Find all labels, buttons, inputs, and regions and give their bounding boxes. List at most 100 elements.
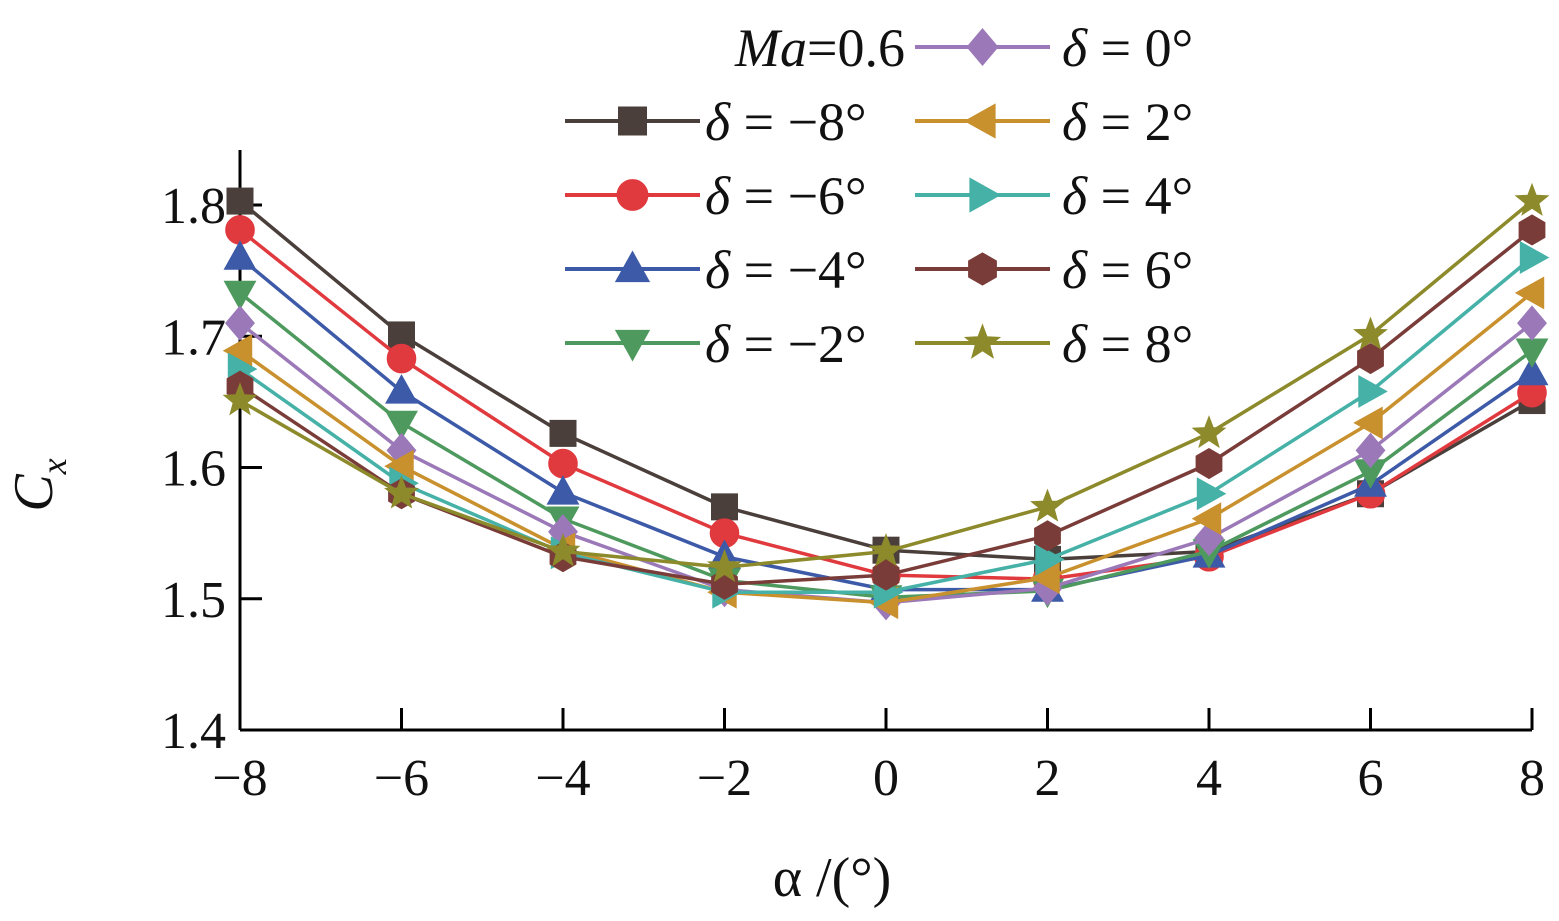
- data-point: [225, 305, 255, 341]
- series-1: [226, 187, 1546, 573]
- y-tick-label: 1.7: [161, 309, 226, 366]
- legend-item: δ = −4°: [565, 240, 867, 300]
- legend-label-value: = −4°: [730, 240, 867, 300]
- legend-label-var: δ: [1062, 166, 1088, 226]
- legend-item: δ = 0°: [915, 18, 1193, 78]
- y-tick-label: 1.4: [161, 703, 226, 760]
- data-point: [1035, 542, 1065, 576]
- legend-swatch-marker: [968, 252, 997, 286]
- legend-label-var: δ: [705, 92, 731, 152]
- legend-label-var: δ: [1062, 92, 1088, 152]
- data-point: [707, 548, 742, 583]
- data-point: [1517, 305, 1547, 341]
- legend-label: δ = 0°: [1062, 18, 1193, 78]
- data-point: [1358, 374, 1388, 408]
- data-point: [549, 419, 577, 447]
- legend-item: δ = −8°: [565, 92, 867, 152]
- y-tick-label: 1.6: [161, 441, 226, 498]
- data-point: [1034, 520, 1061, 552]
- legend-label-var: δ: [705, 240, 731, 300]
- x-tick-label: 6: [1358, 750, 1384, 807]
- legend-label: δ = 2°: [1062, 92, 1193, 152]
- data-point: [223, 280, 257, 311]
- legend-header-value: =0.6: [807, 18, 905, 78]
- y-tick-label: 1.8: [161, 178, 226, 235]
- legend-swatch-marker: [616, 179, 649, 211]
- series-9: [222, 182, 1550, 583]
- legend-label-var: δ: [705, 314, 731, 374]
- data-point: [545, 533, 581, 567]
- legend-label-value: = 0°: [1087, 18, 1193, 78]
- data-point: [1357, 343, 1384, 375]
- x-tick-label: −4: [535, 750, 590, 807]
- legend-swatch-marker: [618, 106, 647, 136]
- x-tick-label: 2: [1035, 750, 1061, 807]
- legend-item: δ = 6°: [915, 240, 1193, 300]
- data-point: [546, 475, 580, 505]
- legend-swatch-marker: [614, 250, 651, 283]
- data-point: [1191, 415, 1227, 449]
- axes: −8 −6 −4 −2 0 2 4 6 8 1.4 1.5 1.6 1.7 1.8: [161, 150, 1545, 807]
- data-point: [384, 475, 419, 509]
- legend-swatch-marker: [963, 103, 996, 139]
- x-tick-label: −6: [374, 750, 429, 807]
- legend-item: δ = 8°: [915, 314, 1193, 374]
- data-point: [548, 448, 578, 479]
- data-point: [386, 343, 417, 374]
- legend-item: δ = 4°: [915, 166, 1193, 226]
- legend-label-value: = 8°: [1087, 314, 1193, 374]
- data-point: [1196, 477, 1227, 511]
- data-point: [711, 493, 738, 521]
- legend-label: δ = −2°: [705, 314, 867, 374]
- legend-label: δ = 4°: [1062, 166, 1193, 226]
- legend-label: δ = −8°: [705, 92, 867, 152]
- data-point: [226, 187, 254, 215]
- data-point: [1355, 432, 1386, 469]
- x-tick-label: −2: [697, 750, 752, 807]
- series-line: [239, 228, 1534, 587]
- legend-swatch-marker: [614, 329, 651, 362]
- y-axis-title-main: C: [3, 474, 65, 512]
- data-point: [1514, 182, 1550, 216]
- legend-label: δ = −6°: [705, 166, 867, 226]
- data-point: [223, 240, 257, 270]
- legend-label: δ = −4°: [705, 240, 867, 300]
- x-tick-label: 4: [1196, 750, 1222, 807]
- data-point: [385, 374, 418, 404]
- data-point: [225, 215, 255, 245]
- legend-label-var: δ: [1062, 314, 1088, 374]
- data-point: [872, 559, 900, 591]
- legend-label-value: = 6°: [1087, 240, 1193, 300]
- series-line: [239, 199, 1534, 569]
- y-axis-title: Cx: [3, 458, 74, 511]
- data-point: [1518, 214, 1546, 246]
- data-point: [868, 533, 904, 567]
- legend-item: δ = −2°: [565, 314, 867, 374]
- legend-swatch-marker: [963, 323, 1002, 359]
- series-layer: [222, 182, 1550, 621]
- x-axis-title: α /(°): [773, 847, 892, 909]
- legend-swatch-marker: [966, 28, 999, 66]
- data-point: [388, 321, 415, 349]
- data-point: [1353, 406, 1383, 440]
- legend-label-value: = −6°: [730, 166, 867, 226]
- legend-label-value: = 2°: [1087, 92, 1193, 152]
- data-point: [1191, 502, 1222, 536]
- legend-label-value: = 4°: [1087, 166, 1193, 226]
- legend-swatch-marker: [969, 177, 1002, 213]
- data-point: [1030, 488, 1065, 522]
- legend-item: δ = 2°: [915, 92, 1193, 152]
- legend-label: δ = 8°: [1062, 314, 1193, 374]
- x-tick-label: −8: [212, 750, 267, 807]
- legend-label-var: δ: [705, 166, 731, 226]
- legend-label-value: = −2°: [730, 314, 867, 374]
- legend-label-var: δ: [1062, 18, 1088, 78]
- legend-label: δ = 6°: [1062, 240, 1193, 300]
- x-tick-label: 0: [873, 750, 899, 807]
- y-axis-title-sub: x: [34, 458, 74, 475]
- legend-label-value: = −8°: [730, 92, 867, 152]
- data-point: [1195, 448, 1223, 480]
- y-tick-label: 1.5: [161, 572, 226, 629]
- data-point: [1515, 355, 1549, 386]
